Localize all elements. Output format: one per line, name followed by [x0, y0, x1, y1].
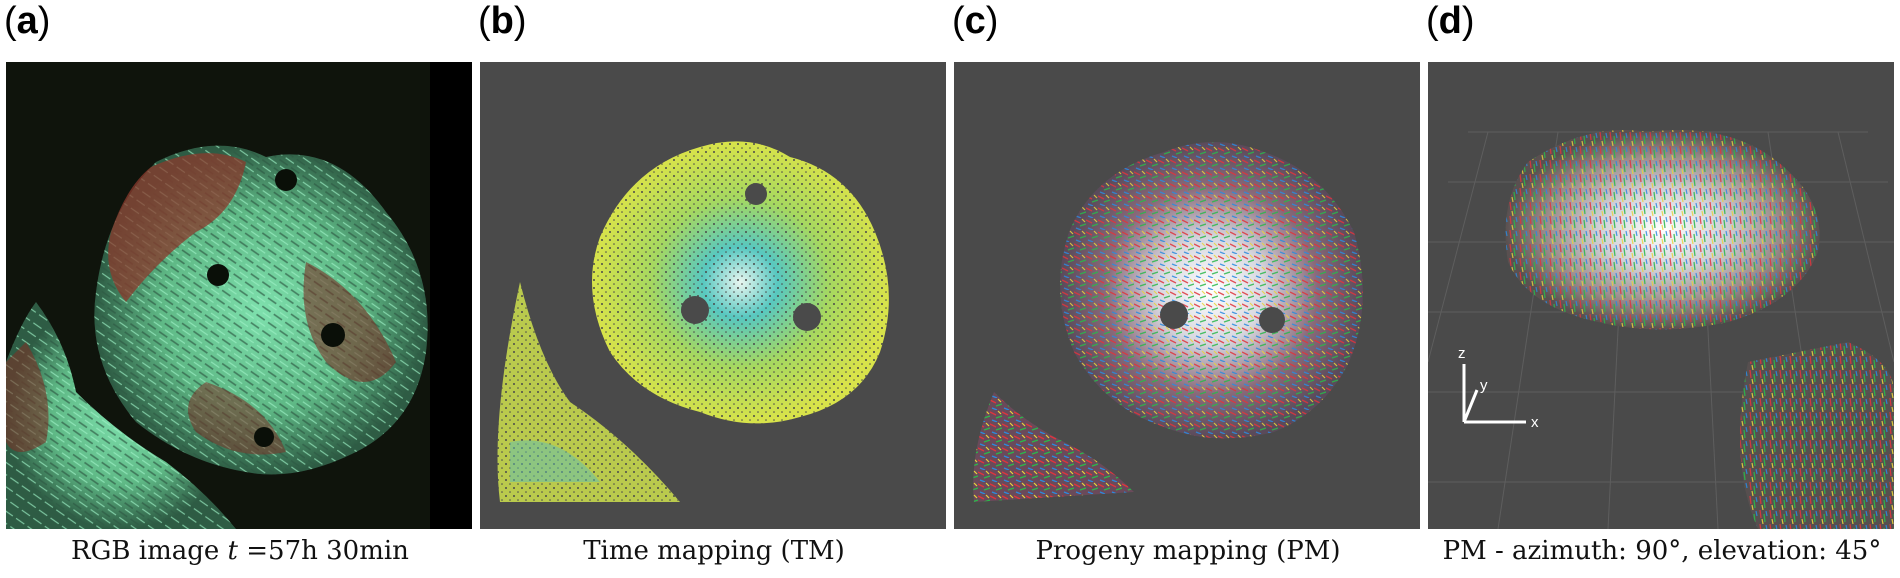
tm-plot [480, 62, 946, 529]
panel-letter-c: (c) [952, 0, 999, 42]
panel-letter-b: (b) [478, 0, 527, 42]
progeny-mapping-image [954, 62, 1420, 529]
caption-d: PM - azimuth: 90°, elevation: 45° [1442, 536, 1882, 566]
caption-c: Progeny mapping (PM) [1035, 536, 1341, 566]
rgb-colony-image [6, 62, 472, 529]
z-axis-label: z [1458, 345, 1466, 362]
pm-plot [954, 62, 1420, 529]
time-mapping-image [480, 62, 946, 529]
panel-a: (a) [0, 0, 472, 578]
panel-d: (d) [1422, 0, 1894, 578]
panel-letter-d: (d) [1426, 0, 1475, 42]
axes-indicator [1462, 364, 1526, 424]
rgb-image [6, 62, 472, 529]
panel-letter-a: (a) [4, 0, 51, 42]
pm-3d-plot: z y x [1428, 62, 1894, 529]
pm-3d-view-image: z y x [1428, 62, 1894, 529]
x-axis-label: x [1531, 414, 1539, 431]
caption-a: RGB image t =57h 30min [71, 536, 409, 566]
panel-c: (c) [948, 0, 1420, 578]
panel-b: (b) [474, 0, 946, 578]
y-axis-label: y [1480, 377, 1488, 394]
caption-b: Time mapping (TM) [583, 536, 845, 566]
